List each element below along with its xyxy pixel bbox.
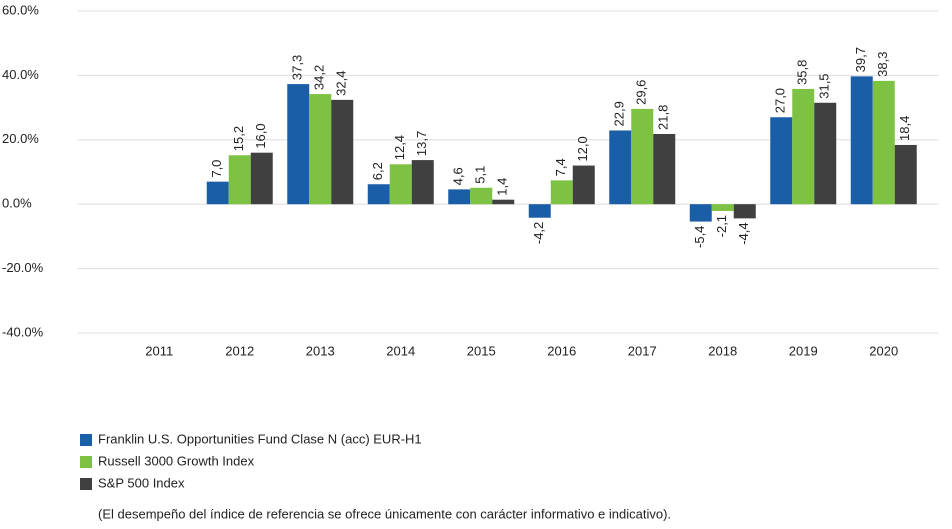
bar — [814, 102, 837, 205]
bar — [733, 204, 756, 219]
bar — [850, 76, 873, 205]
x-tick-label: 2012 — [225, 343, 254, 358]
value-label: 35,8 — [795, 60, 810, 85]
value-label: 7,4 — [553, 158, 568, 176]
footnote: (El desempeño del índice de referencia s… — [98, 506, 671, 521]
value-label: 39,7 — [853, 47, 868, 72]
value-label: -5,4 — [692, 226, 707, 248]
value-label: 16,0 — [253, 123, 268, 148]
bar — [792, 88, 815, 205]
bar — [250, 152, 273, 205]
bar — [653, 134, 676, 205]
value-label: 7,0 — [209, 160, 224, 178]
x-tick-label: 2018 — [708, 343, 737, 358]
bar — [287, 84, 310, 205]
value-label: -4,4 — [736, 222, 751, 244]
bar — [689, 204, 712, 222]
y-tick-label: 20.0% — [2, 131, 39, 146]
bar — [389, 164, 412, 205]
value-label: 6,2 — [370, 162, 385, 180]
value-label: 31,5 — [817, 73, 832, 98]
x-tick-label: 2015 — [467, 343, 496, 358]
y-tick-label: 0.0% — [2, 196, 32, 211]
x-tick-label: 2017 — [628, 343, 657, 358]
value-label: 15,2 — [231, 126, 246, 151]
bar — [228, 155, 251, 205]
legend-swatch — [80, 456, 92, 468]
value-label: 5,1 — [473, 166, 488, 184]
bar — [528, 204, 551, 218]
value-label: 27,0 — [773, 88, 788, 113]
y-tick-label: 40.0% — [2, 67, 39, 82]
legend-label: S&P 500 Index — [98, 475, 185, 490]
value-label: 32,4 — [334, 71, 349, 96]
bar — [770, 117, 793, 205]
y-tick-label: -40.0% — [2, 324, 44, 339]
x-tick-label: 2016 — [547, 343, 576, 358]
bar — [367, 184, 390, 205]
value-label: 37,3 — [290, 55, 305, 80]
x-tick-label: 2020 — [869, 343, 898, 358]
bar — [711, 204, 734, 211]
bar — [470, 187, 493, 205]
value-label: 21,8 — [656, 105, 671, 130]
bar — [894, 144, 917, 205]
bar — [492, 199, 515, 205]
bar — [631, 108, 654, 205]
bar — [331, 99, 354, 205]
x-tick-label: 2014 — [386, 343, 415, 358]
value-label: 18,4 — [897, 116, 912, 141]
value-label: -2,1 — [714, 215, 729, 237]
bar — [572, 165, 595, 205]
value-label: 12,0 — [575, 136, 590, 161]
x-tick-label: 2011 — [145, 343, 173, 358]
value-label: -4,2 — [531, 222, 546, 244]
legend-label: Franklin U.S. Opportunities Fund Clase N… — [98, 431, 422, 446]
legend-label: Russell 3000 Growth Index — [98, 453, 255, 468]
value-label: 13,7 — [414, 131, 429, 156]
y-tick-label: -20.0% — [2, 260, 44, 275]
bar — [448, 189, 471, 205]
value-label: 34,2 — [312, 65, 327, 90]
y-tick-label: 60.0% — [2, 2, 39, 17]
value-label: 12,4 — [392, 135, 407, 160]
bar — [872, 80, 895, 205]
bar — [550, 180, 573, 205]
bar — [309, 94, 332, 205]
value-label: 22,9 — [612, 101, 627, 126]
bar — [206, 181, 229, 205]
bar — [609, 130, 632, 205]
x-tick-label: 2019 — [789, 343, 818, 358]
legend-swatch — [80, 434, 92, 446]
x-tick-label: 2013 — [306, 343, 335, 358]
value-label: 38,3 — [875, 52, 890, 77]
value-label: 29,6 — [634, 80, 649, 105]
value-label: 4,6 — [451, 167, 466, 185]
legend-swatch — [80, 478, 92, 490]
value-label: 1,4 — [495, 178, 510, 196]
bar — [411, 160, 434, 205]
